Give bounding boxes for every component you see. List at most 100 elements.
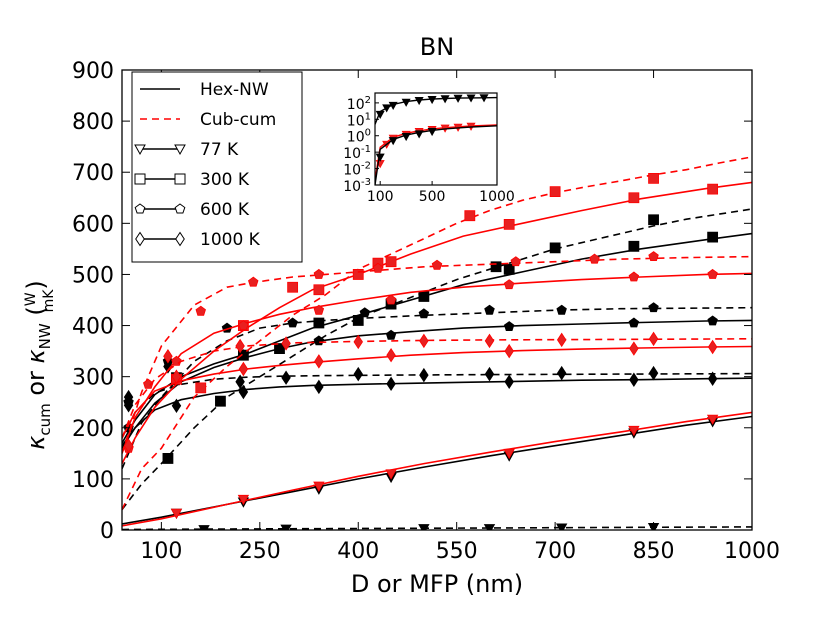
data-point-2-7 <box>707 371 718 386</box>
data-point-9-3 <box>385 294 397 305</box>
y-tick-label: 800 <box>72 110 114 135</box>
inset-y-tick-label: 10-2 <box>343 161 371 179</box>
data-point-13-9 <box>648 251 659 261</box>
data-point-6-5 <box>419 367 429 383</box>
data-point-2-5 <box>504 374 514 390</box>
data-point-6-2 <box>235 374 245 390</box>
data-point-7-2 <box>418 524 430 530</box>
data-point-14-7 <box>556 332 567 348</box>
data-point-5-4 <box>359 307 371 318</box>
legend-box <box>131 71 303 263</box>
inset-point-2-0 <box>375 153 385 162</box>
x-tick-label: 850 <box>633 539 675 564</box>
inset-y-tick-label: 10-3 <box>343 177 371 195</box>
data-point-10-4 <box>504 343 514 359</box>
y-tick-label: 0 <box>100 519 114 544</box>
data-point-5-6 <box>484 304 495 315</box>
inset-point-2-3 <box>414 130 424 139</box>
data-point-13-3 <box>248 276 259 287</box>
data-point-5-5 <box>418 308 430 319</box>
data-point-14-4 <box>353 334 363 350</box>
data-point-7-3 <box>483 524 496 530</box>
y-tick-label: 600 <box>72 212 114 237</box>
legend-label: 1000 K <box>200 230 261 250</box>
data-point-11-2 <box>313 481 325 492</box>
svg-text:κcum or κNW (WmK): κcum or κNW (W mK) <box>22 280 57 450</box>
data-point-10-3 <box>386 347 396 363</box>
legend-label: Cub-cum <box>200 110 276 130</box>
data-point-4-4 <box>418 291 430 302</box>
data-point-8-2 <box>313 284 325 296</box>
legend-marker <box>174 144 186 156</box>
x-tick-label: 550 <box>436 539 478 564</box>
data-point-5-8 <box>648 302 659 313</box>
data-point-12-1 <box>287 281 299 293</box>
y-tick-label: 500 <box>72 263 114 288</box>
legend-marker <box>134 203 146 214</box>
y-axis-or: or <box>22 363 50 403</box>
data-point-1-6 <box>628 317 640 328</box>
legend: Hex-NW Cub-cum 77 K 300 K 600 K 1000 K <box>131 71 303 263</box>
data-point-8-6 <box>707 183 719 195</box>
data-point-2-3 <box>314 379 324 395</box>
legend-label: 77 K <box>200 140 239 160</box>
data-point-10-0 <box>171 369 182 384</box>
data-point-9-4 <box>503 279 515 290</box>
data-point-2-4 <box>386 376 396 392</box>
data-point-4-1 <box>215 395 226 407</box>
legend-marker <box>134 173 146 185</box>
data-point-14-3 <box>281 336 291 351</box>
data-point-9-0 <box>171 355 182 366</box>
y-axis-sub-cum: cum <box>36 403 54 435</box>
data-point-10-6 <box>707 339 718 355</box>
data-point-6-1 <box>163 359 173 374</box>
legend-label: Hex-NW <box>200 80 269 100</box>
data-point-2-2 <box>238 384 249 400</box>
inset-point-2-4 <box>427 128 437 137</box>
y-tick-label: 100 <box>72 468 114 493</box>
inset-frame <box>374 92 498 186</box>
data-point-9-1 <box>238 320 249 330</box>
y-axis-kappa-2: κ <box>22 348 50 363</box>
y-tick-label: 900 <box>72 59 114 84</box>
data-point-13-6 <box>431 259 443 270</box>
plot-frame <box>121 69 753 531</box>
data-point-6-4 <box>353 366 363 382</box>
data-point-1-7 <box>707 315 718 326</box>
data-point-14-2 <box>235 338 245 354</box>
data-point-0-4 <box>503 263 515 275</box>
series-line-8 <box>122 181 752 464</box>
series-line-6 <box>122 372 752 439</box>
data-point-10-5 <box>629 341 639 356</box>
data-point-7-4 <box>556 523 568 530</box>
data-point-13-2 <box>195 305 206 316</box>
data-point-14-6 <box>484 333 495 349</box>
data-point-6-0 <box>123 389 134 405</box>
legend-marker <box>174 173 186 185</box>
data-point-13-8 <box>589 253 600 264</box>
data-point-13-7 <box>510 256 521 267</box>
data-point-11-1 <box>237 494 250 506</box>
data-point-8-4 <box>503 218 515 230</box>
data-point-6-3 <box>281 370 291 385</box>
series-line-9 <box>122 272 752 454</box>
inset-point-0-8 <box>466 94 476 103</box>
data-point-1-4 <box>385 329 397 340</box>
legend-marker <box>175 231 185 247</box>
data-point-11-6 <box>706 414 719 425</box>
data-point-11-3 <box>385 469 397 480</box>
inset-point-0-6 <box>440 95 450 104</box>
data-point-4-2 <box>274 343 285 354</box>
series-line-14 <box>122 338 752 439</box>
data-point-9-6 <box>707 268 718 279</box>
inset-x-tick-label: 1000 <box>479 189 515 205</box>
legend-marker <box>174 203 186 214</box>
data-point-4-0 <box>162 453 174 464</box>
legend-label: 600 K <box>200 200 250 220</box>
data-point-13-4 <box>313 268 325 279</box>
chart-title: BN <box>420 33 454 61</box>
data-point-1-5 <box>503 321 515 331</box>
inset-point-2-1 <box>388 137 398 146</box>
x-tick-label: 250 <box>239 539 281 564</box>
inset-point-0-4 <box>414 96 424 106</box>
